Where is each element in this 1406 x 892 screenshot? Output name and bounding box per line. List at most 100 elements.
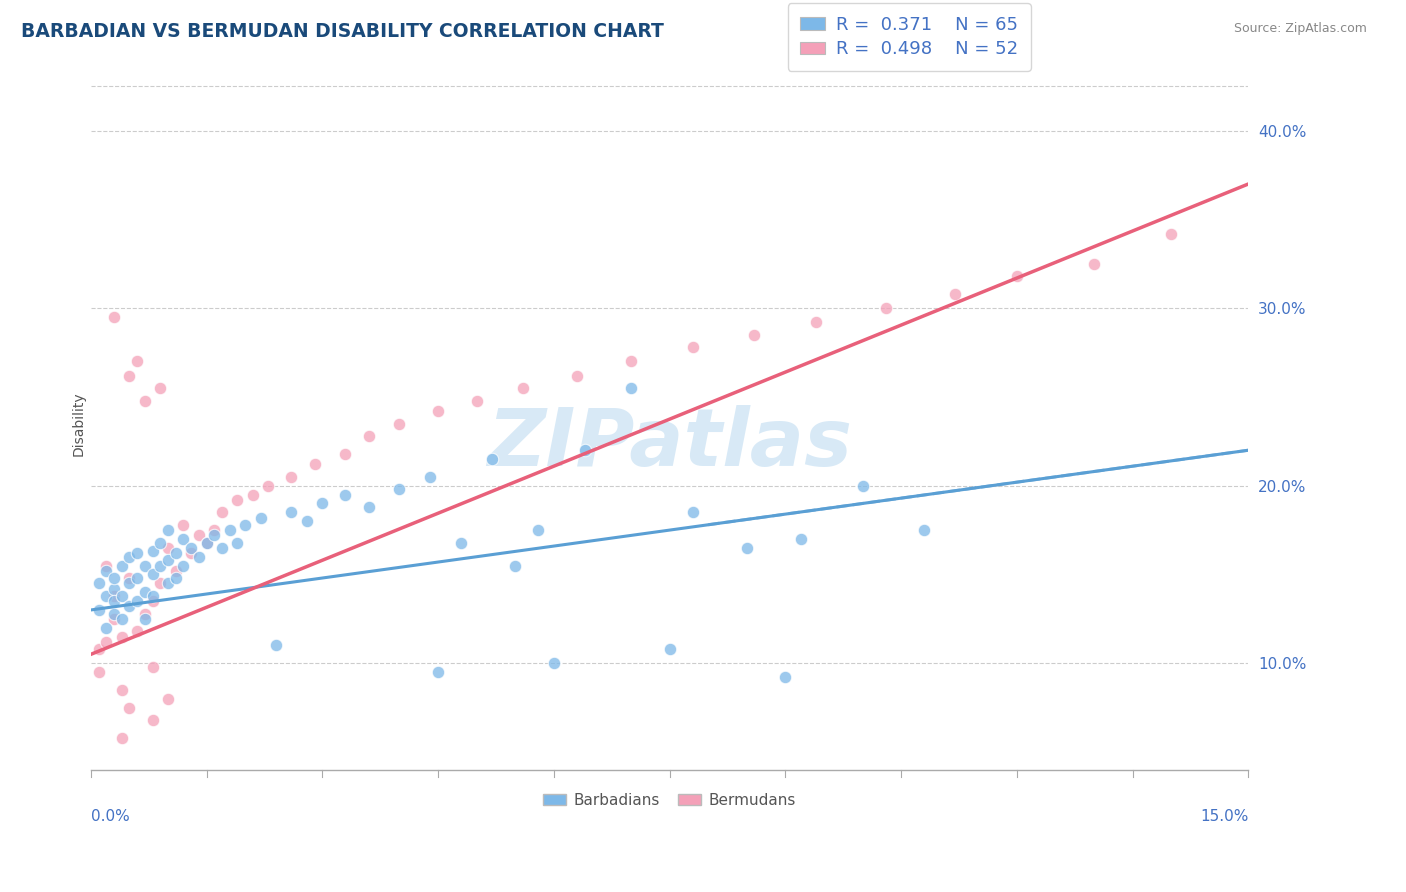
Point — [620, 354, 643, 368]
Point — [790, 532, 813, 546]
Point — [1083, 257, 1105, 271]
Point — [165, 546, 187, 560]
Point — [388, 483, 411, 497]
Point — [172, 517, 194, 532]
Point — [335, 447, 357, 461]
Point — [134, 585, 156, 599]
Point — [134, 393, 156, 408]
Point — [118, 599, 141, 614]
Point — [141, 567, 163, 582]
Point — [335, 487, 357, 501]
Point — [141, 589, 163, 603]
Point — [512, 381, 534, 395]
Point — [156, 691, 179, 706]
Point — [127, 571, 149, 585]
Point — [211, 541, 233, 555]
Point — [141, 713, 163, 727]
Point — [233, 517, 256, 532]
Point — [202, 523, 225, 537]
Point — [156, 541, 179, 555]
Point — [156, 523, 179, 537]
Point — [543, 657, 565, 671]
Point — [565, 368, 588, 383]
Point — [357, 429, 380, 443]
Point — [111, 558, 134, 573]
Point — [141, 594, 163, 608]
Point — [304, 458, 326, 472]
Point — [211, 505, 233, 519]
Text: BARBADIAN VS BERMUDAN DISABILITY CORRELATION CHART: BARBADIAN VS BERMUDAN DISABILITY CORRELA… — [21, 22, 664, 41]
Point — [96, 564, 118, 578]
Point — [775, 670, 797, 684]
Point — [1005, 269, 1028, 284]
Point — [527, 523, 550, 537]
Point — [96, 621, 118, 635]
Point — [195, 535, 218, 549]
Point — [735, 541, 758, 555]
Point — [257, 479, 280, 493]
Point — [165, 571, 187, 585]
Point — [481, 452, 503, 467]
Point — [134, 607, 156, 621]
Point — [127, 624, 149, 639]
Point — [218, 523, 240, 537]
Point — [419, 470, 441, 484]
Point — [195, 535, 218, 549]
Point — [127, 594, 149, 608]
Point — [103, 582, 125, 596]
Point — [912, 523, 935, 537]
Point — [118, 571, 141, 585]
Point — [118, 576, 141, 591]
Text: 0.0%: 0.0% — [91, 809, 129, 824]
Text: Source: ZipAtlas.com: Source: ZipAtlas.com — [1233, 22, 1367, 36]
Point — [127, 546, 149, 560]
Point — [111, 612, 134, 626]
Text: ZIPatlas: ZIPatlas — [486, 405, 852, 483]
Point — [96, 635, 118, 649]
Point — [103, 594, 125, 608]
Point — [503, 558, 526, 573]
Point — [141, 544, 163, 558]
Point — [134, 612, 156, 626]
Point — [103, 589, 125, 603]
Point — [249, 510, 271, 524]
Point — [226, 535, 249, 549]
Point — [943, 287, 966, 301]
Point — [127, 354, 149, 368]
Point — [118, 549, 141, 564]
Point — [149, 558, 172, 573]
Point — [295, 514, 318, 528]
Point — [156, 553, 179, 567]
Point — [180, 541, 202, 555]
Point — [187, 549, 209, 564]
Point — [465, 393, 488, 408]
Legend: Barbadians, Bermudans: Barbadians, Bermudans — [537, 787, 803, 814]
Point — [156, 576, 179, 591]
Point — [311, 496, 333, 510]
Text: 15.0%: 15.0% — [1201, 809, 1249, 824]
Point — [658, 642, 681, 657]
Point — [111, 630, 134, 644]
Point — [103, 612, 125, 626]
Point — [96, 589, 118, 603]
Point — [744, 327, 766, 342]
Point — [280, 505, 302, 519]
Point — [165, 564, 187, 578]
Point — [87, 576, 110, 591]
Point — [851, 479, 873, 493]
Point — [103, 310, 125, 324]
Point — [180, 546, 202, 560]
Point — [172, 532, 194, 546]
Point — [111, 682, 134, 697]
Point — [87, 665, 110, 679]
Point — [103, 607, 125, 621]
Point — [87, 603, 110, 617]
Point — [427, 404, 450, 418]
Point — [875, 301, 897, 316]
Point — [226, 492, 249, 507]
Point — [172, 558, 194, 573]
Point — [682, 505, 704, 519]
Point — [149, 381, 172, 395]
Point — [87, 642, 110, 657]
Point — [682, 340, 704, 354]
